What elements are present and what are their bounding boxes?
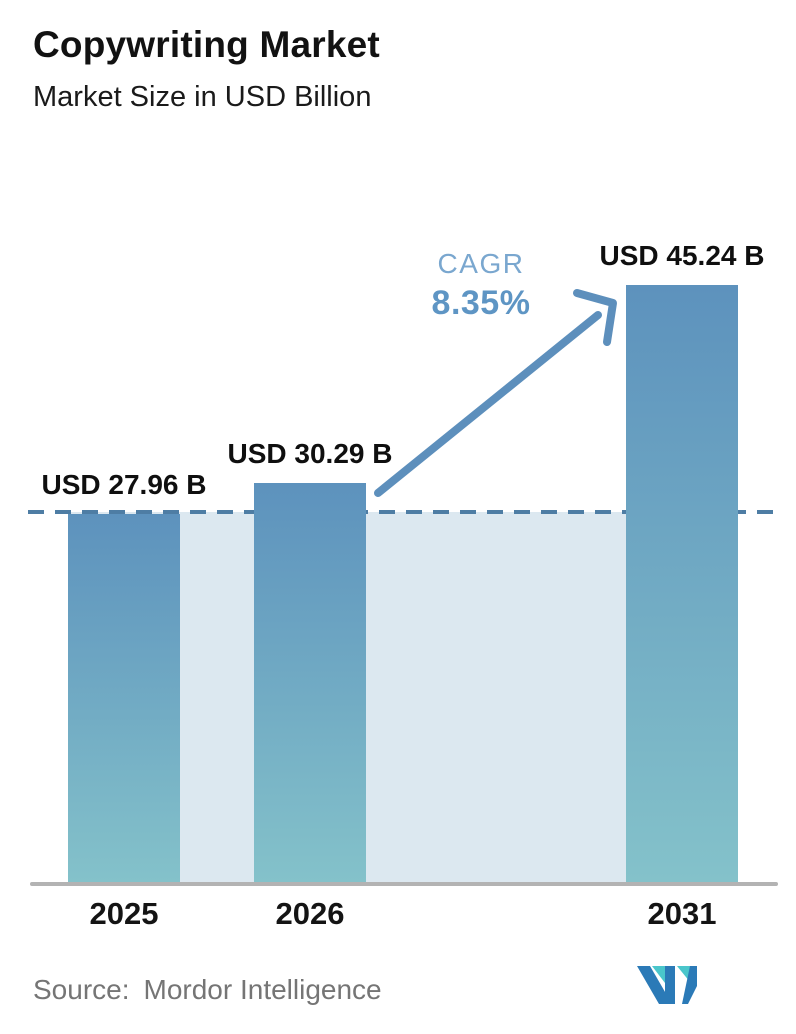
x-tick-label-2025: 2025 bbox=[89, 896, 159, 931]
bar-value-label: USD 27.96 B bbox=[41, 469, 207, 500]
cagr-annotation: CAGR 8.35% bbox=[432, 248, 531, 323]
source-label: Source: bbox=[33, 974, 130, 1005]
x-tick-label-2026: 2026 bbox=[275, 896, 345, 931]
mordor-intelligence-logo bbox=[637, 966, 697, 1004]
source-name: Mordor Intelligence bbox=[143, 974, 382, 1005]
cagr-value: 8.35% bbox=[431, 284, 531, 322]
cagr-label: CAGR bbox=[437, 248, 525, 279]
page-title: Copywriting Market bbox=[33, 24, 380, 65]
reference-dashed-line bbox=[28, 510, 780, 514]
bar-2026 bbox=[254, 483, 366, 884]
bar-value-label: USD 45.24 B bbox=[599, 240, 765, 271]
source-note: Source: Mordor Intelligence bbox=[33, 974, 382, 1006]
x-tick-label-2031: 2031 bbox=[647, 896, 717, 931]
bar-2025 bbox=[68, 514, 180, 884]
page-subtitle: Market Size in USD Billion bbox=[33, 81, 372, 113]
bar-value-label: USD 30.29 B bbox=[227, 438, 393, 469]
x-axis-line bbox=[30, 882, 778, 886]
bar-2031 bbox=[626, 285, 738, 884]
